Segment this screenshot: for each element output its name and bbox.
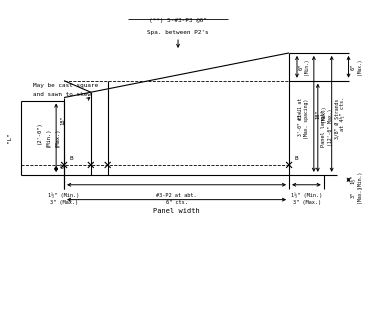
Text: (Max. spacing): (Max. spacing) [305,99,309,139]
Text: #3-P2 at abt.: #3-P2 at abt. [156,193,197,198]
Text: May be cast square: May be cast square [33,83,98,88]
Text: 3" (Max.): 3" (Max.) [50,200,78,205]
Text: and sawn to skew: and sawn to skew [33,92,92,97]
Text: (Max.): (Max.) [357,186,362,203]
Text: 1½": 1½" [351,175,356,185]
Text: (Max.): (Max.) [55,128,60,148]
Text: 18": 18" [60,115,66,125]
Text: B: B [294,156,298,161]
Text: (Max.): (Max.) [357,58,362,75]
Text: 3" (Max.): 3" (Max.) [293,200,321,205]
Text: (Min.): (Min.) [357,171,362,188]
Text: 3'-0" cts.: 3'-0" cts. [298,108,303,136]
Text: Panel length: Panel length [321,109,326,147]
Text: 6" cts.: 6" cts. [166,200,187,205]
Text: Panel width: Panel width [153,208,200,214]
Text: 18": 18" [315,109,320,118]
Text: 6": 6" [60,162,66,168]
Text: 1½" (Min.): 1½" (Min.) [48,193,80,198]
Text: Spa. between P2's: Spa. between P2's [147,30,209,35]
Text: at 4½" cts.: at 4½" cts. [340,97,345,131]
Text: (2'-0"): (2'-0") [37,121,42,144]
Text: 6": 6" [298,64,303,70]
Text: 3": 3" [351,191,356,198]
Text: (Max.): (Max.) [321,106,326,122]
Text: (Min.): (Min.) [305,58,309,75]
Text: (12'-0" Max.): (12'-0" Max.) [328,109,333,146]
Text: #3-U1 at: #3-U1 at [298,98,303,120]
Text: (**) 5-#3-P3 @6": (**) 5-#3-P3 @6" [149,18,207,23]
Text: (Min.): (Min.) [46,128,51,148]
Text: B: B [69,156,72,161]
Text: 3/8" Ø Strands: 3/8" Ø Strands [334,99,339,139]
Text: 1½" (Min.): 1½" (Min.) [291,193,322,198]
Text: 6": 6" [351,64,356,70]
Text: "L": "L" [7,132,12,143]
